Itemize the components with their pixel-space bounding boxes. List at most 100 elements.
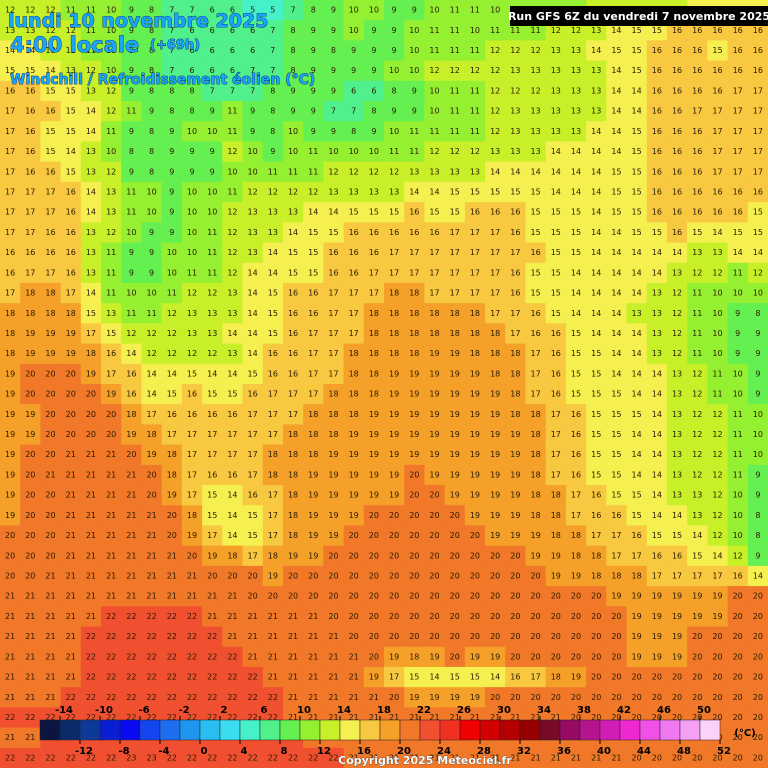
cell-value: 12 [571,26,581,35]
cell [40,101,62,122]
cell-value: 12 [389,167,399,176]
cell-value: 17 [369,289,379,298]
cell [60,606,82,628]
cell [303,505,324,526]
cell-value: 16 [551,349,561,358]
cell-value: 19 [672,592,682,601]
cell [485,40,506,62]
cell-value: 19 [450,349,460,358]
cell [485,101,506,122]
cell [747,687,768,708]
cell-value: 21 [66,551,76,560]
cell-value: 16 [248,491,258,500]
cell [747,545,768,567]
cell [141,80,163,102]
cell-value: 14 [248,309,258,318]
cell [222,424,244,446]
cell-value: 19 [66,329,76,338]
cell-value: 19 [5,430,15,439]
cell-value: 20 [45,511,55,520]
cell [565,666,587,688]
cell [505,626,526,648]
cell [202,0,223,21]
cell-value: 20 [409,632,419,641]
cell-value: 7 [230,86,235,95]
cell-value: 6 [189,66,194,75]
cell [181,586,203,607]
cell-value: 11 [207,248,217,257]
cell [303,141,324,163]
cell [485,0,506,21]
cell [343,121,365,142]
cell [505,586,526,607]
cell-value: 22 [268,693,278,702]
cell-value: 21 [86,531,96,540]
cell-value: 18 [409,349,419,358]
cell [687,80,708,102]
cell-value: 18 [5,309,15,318]
cell [363,161,385,183]
cell-value: 12 [227,147,237,156]
cell-value: 20 [470,632,480,641]
cell [303,242,324,264]
cell [101,181,122,203]
cell [444,646,466,668]
cell-value: 20 [389,693,399,702]
cell [303,161,324,183]
cell-value: 16 [692,188,702,197]
cell [666,303,688,324]
cell-value: 12 [470,66,480,75]
cell-value: 6 [250,26,255,35]
cell-value: 21 [288,612,298,621]
cell [545,323,567,345]
cell [343,202,365,223]
cell-value: 12 [349,167,359,176]
cell-value: 20 [591,693,601,702]
cell-value: 9 [311,86,316,95]
cell-value: 20 [349,612,359,621]
cell [323,626,345,648]
cell [262,606,284,628]
cell-value: 16 [733,46,743,55]
cell [242,525,264,547]
cell-value: 20 [409,572,419,581]
cell [20,545,41,567]
cell [444,363,466,385]
cell [666,222,688,244]
cell [525,687,547,708]
cell [343,323,365,345]
cell [727,727,749,749]
cell [384,626,405,648]
cell-value: 22 [167,713,177,722]
cell-value: 20 [591,632,601,641]
cell [606,464,628,486]
cell [161,687,183,708]
cell-value: 15 [510,188,520,197]
cell-value: 21 [308,693,318,702]
legend-swatch [399,719,421,741]
legend-swatch [259,719,281,741]
cell-value: 21 [5,652,15,661]
cell [444,626,466,648]
cell [565,101,587,122]
cell-value: 13 [591,26,601,35]
cell [20,323,41,345]
cell-value: 14 [652,511,662,520]
cell-value: 13 [571,107,581,116]
cell-value: 16 [672,147,682,156]
cell-value: 13 [106,188,116,197]
cell-value: 21 [369,713,379,722]
cell [202,121,223,142]
cell-value: 21 [45,592,55,601]
cell [60,181,82,203]
cell-value: 20 [672,693,682,702]
cell-value: 13 [692,248,702,257]
date: lundi 10 novembre 2025 [8,10,268,32]
legend-label: 2 [221,705,228,716]
cell [545,687,567,708]
cell-value: 10 [733,511,743,520]
cell [363,485,385,506]
cell-value: 18 [288,450,298,459]
cell [525,464,547,486]
cell [303,222,324,244]
